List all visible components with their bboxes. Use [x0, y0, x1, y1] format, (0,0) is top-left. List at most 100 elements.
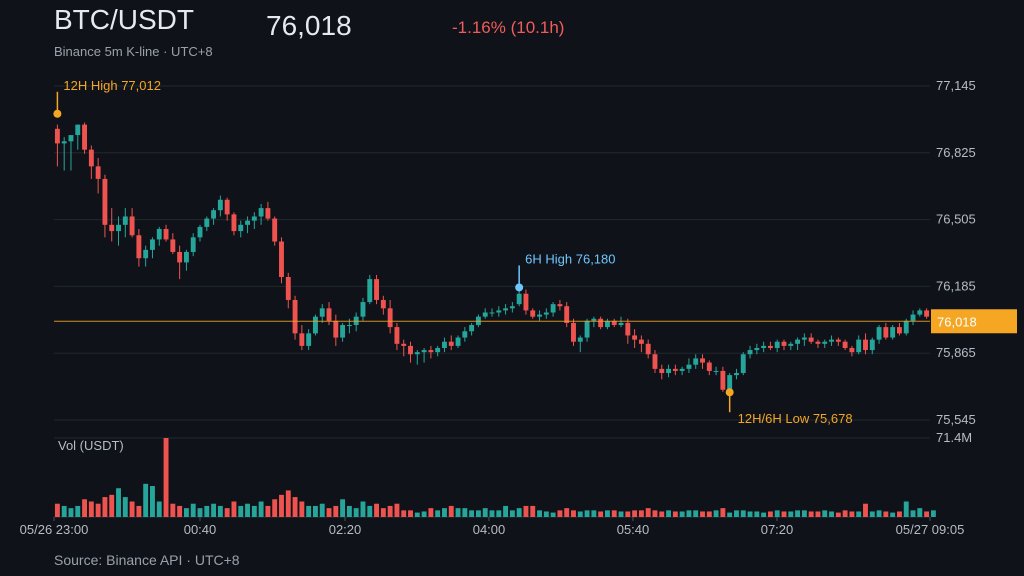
candle-body	[88, 149, 94, 167]
candle-body	[652, 354, 658, 369]
time-axis: 05/26 23:00 00:40 02:20 04:00 05:40 07:20 05/2…	[20, 517, 964, 537]
volume-bar	[652, 510, 658, 517]
volume-bars	[54, 438, 936, 517]
volume-bar	[88, 501, 94, 517]
candle-body	[156, 228, 162, 240]
volume-bar	[896, 511, 902, 517]
candle-body	[319, 308, 325, 317]
volume-bar	[143, 483, 149, 517]
candle-body	[122, 216, 128, 225]
volume-bar	[306, 505, 312, 517]
volume-bar	[54, 503, 60, 517]
volume-bar	[930, 510, 936, 517]
candle-body	[183, 251, 189, 263]
volume-bar	[401, 510, 407, 517]
candle-body	[306, 333, 312, 346]
candle-body	[625, 322, 631, 336]
volume-bar	[890, 512, 896, 517]
annotation-label: 12H/6H Low 75,678	[738, 411, 853, 426]
y-tick-label: 77,145	[936, 78, 976, 93]
candle-body	[781, 341, 787, 346]
candle-body	[523, 293, 529, 311]
volume-bar	[706, 511, 712, 517]
x-tick-label: 02:20	[329, 522, 362, 537]
candle-body	[815, 341, 821, 344]
candle-body	[706, 362, 712, 371]
candle-body	[604, 320, 610, 328]
candle-body	[299, 333, 305, 346]
candle-body	[197, 226, 203, 238]
volume-bar	[611, 510, 617, 517]
candle-body	[591, 318, 597, 321]
y-tick-label: 76,185	[936, 278, 976, 293]
candle-body	[217, 199, 223, 211]
volume-bar	[550, 512, 556, 517]
volume-bar	[917, 508, 923, 517]
volume-bar	[387, 505, 393, 517]
volume-bar	[727, 512, 733, 517]
candle-body	[530, 310, 536, 317]
candle-body	[734, 373, 739, 376]
volume-bar	[523, 505, 529, 517]
candle-body	[75, 124, 81, 136]
volume-bar	[591, 510, 597, 517]
candle-body	[68, 135, 74, 142]
volume-bar	[924, 511, 930, 517]
candle-body	[747, 350, 753, 355]
candle-body	[503, 308, 509, 311]
volume-bar	[346, 505, 352, 517]
candle-body	[489, 312, 495, 314]
volume-bar	[666, 510, 672, 517]
volume-bar	[910, 510, 916, 517]
volume-bar	[374, 503, 380, 517]
volume-bar	[102, 497, 108, 517]
candle-body	[727, 375, 733, 390]
volume-bar	[82, 499, 88, 517]
chart-subtitle: Binance 5m K-line · UTC+8	[54, 44, 213, 59]
y-tick-label: 76,505	[936, 212, 976, 227]
candle-body	[414, 352, 420, 355]
candle-body	[584, 320, 590, 338]
volume-bar	[245, 503, 250, 517]
y-tick-label: 75,545	[936, 412, 976, 427]
volume-bar	[598, 511, 604, 517]
volume-bar	[774, 510, 780, 517]
candle-body	[896, 327, 902, 334]
volume-bar	[604, 510, 610, 517]
candle-body	[333, 320, 339, 338]
volume-bar	[767, 511, 773, 517]
current-price-tag	[931, 309, 1017, 334]
volume-bar	[299, 501, 305, 517]
candle-body	[469, 325, 475, 332]
candle-body	[61, 141, 67, 144]
candle-body	[245, 220, 250, 225]
volume-bar	[428, 508, 434, 517]
candle-body	[102, 178, 108, 225]
volume-bar	[353, 508, 359, 517]
candle-body	[455, 337, 461, 346]
candle-body	[863, 339, 868, 351]
candle-body	[238, 224, 244, 232]
candle-body	[367, 279, 373, 303]
candle-body	[903, 320, 909, 334]
candle-body	[713, 370, 719, 372]
volume-bar	[469, 510, 475, 517]
candle-body	[509, 306, 515, 309]
candle-body	[435, 347, 441, 353]
volume-bar	[265, 505, 271, 517]
candle-body	[360, 302, 366, 317]
candle-body	[326, 308, 332, 321]
volume-bar	[693, 510, 699, 517]
volume-bar	[788, 511, 794, 517]
volume-bar	[122, 497, 128, 517]
volume-bar	[170, 503, 176, 517]
annotations: 76,018 12H High 77,012 6H High 76,180 12H/6…	[53, 78, 1017, 426]
y-tick-label: 75,865	[936, 345, 976, 360]
volume-bar	[95, 503, 101, 517]
volume-bar	[883, 511, 889, 517]
candle-body	[808, 337, 814, 342]
volume-bar	[224, 508, 230, 517]
candle-body	[292, 299, 298, 334]
candle-body	[754, 347, 760, 351]
volume-bar	[272, 499, 278, 517]
